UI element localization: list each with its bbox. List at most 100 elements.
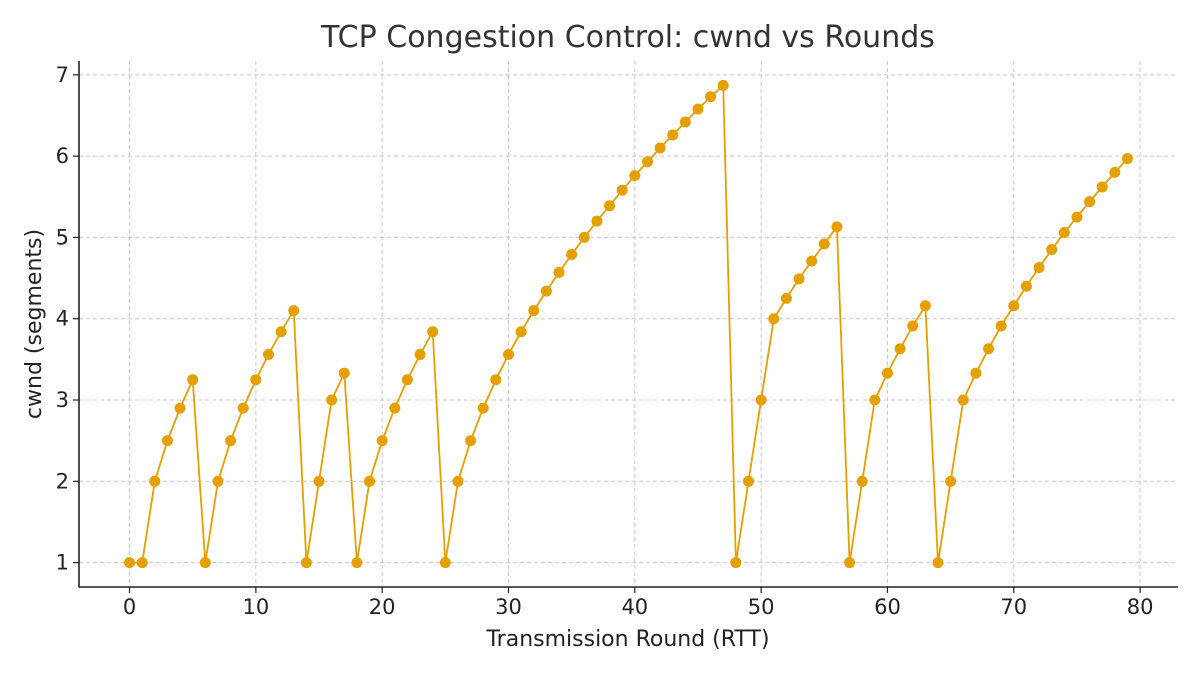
data-point <box>414 348 426 360</box>
data-point <box>717 79 729 91</box>
x-tick-label: 80 <box>1127 595 1154 619</box>
data-point <box>300 557 312 569</box>
data-point <box>755 394 767 406</box>
data-point <box>477 402 489 414</box>
data-point <box>831 221 843 233</box>
data-point <box>907 320 919 332</box>
data-point <box>945 475 957 487</box>
data-point <box>818 238 830 250</box>
data-point <box>401 374 413 386</box>
data-point <box>250 374 262 386</box>
data-point <box>452 475 464 487</box>
data-point <box>983 343 995 355</box>
data-point <box>1121 153 1133 165</box>
data-point <box>313 475 325 487</box>
data-point <box>326 394 338 406</box>
data-point <box>793 273 805 285</box>
data-point <box>288 305 300 317</box>
data-point <box>578 231 590 243</box>
data-point <box>806 255 818 267</box>
data-point <box>237 402 249 414</box>
data-point <box>275 326 287 338</box>
data-point <box>161 435 173 447</box>
data-point <box>225 435 237 447</box>
data-point <box>780 292 792 304</box>
data-point <box>730 557 742 569</box>
data-point <box>856 475 868 487</box>
data-point <box>174 402 186 414</box>
data-point <box>490 374 502 386</box>
data-point <box>566 248 578 260</box>
x-tick-label: 0 <box>123 595 136 619</box>
data-point <box>427 326 439 338</box>
data-point <box>995 320 1007 332</box>
data-point <box>881 367 893 379</box>
data-point <box>1058 227 1070 239</box>
data-point <box>376 435 388 447</box>
data-point <box>743 475 755 487</box>
data-point <box>869 394 881 406</box>
data-point <box>629 170 641 182</box>
y-tick-label: 3 <box>56 388 69 412</box>
data-point <box>187 374 199 386</box>
series-cwnd <box>124 79 1133 569</box>
x-tick-label: 70 <box>1000 595 1027 619</box>
y-tick-label: 6 <box>56 144 69 168</box>
x-tick-label: 30 <box>495 595 522 619</box>
data-point <box>641 156 653 168</box>
data-point <box>705 91 717 103</box>
data-point <box>364 475 376 487</box>
data-point <box>604 200 616 212</box>
data-point <box>199 557 211 569</box>
y-tick-label: 4 <box>56 307 69 331</box>
grid <box>79 61 1178 587</box>
x-axis-label: Transmission Round (RTT) <box>485 627 769 652</box>
data-point <box>1008 300 1020 312</box>
data-point <box>591 215 603 227</box>
data-point <box>667 129 679 141</box>
data-point <box>970 367 982 379</box>
x-tick-label: 50 <box>748 595 775 619</box>
x-tick-label: 10 <box>242 595 269 619</box>
data-point <box>1033 261 1045 273</box>
data-point <box>844 557 856 569</box>
data-point <box>338 367 350 379</box>
data-point <box>439 557 451 569</box>
data-point <box>124 557 136 569</box>
data-point <box>1020 280 1032 292</box>
y-tick-label: 2 <box>56 469 69 493</box>
data-point <box>465 435 477 447</box>
data-point <box>1096 181 1108 193</box>
data-point <box>1071 211 1083 223</box>
y-tick-label: 7 <box>56 63 69 87</box>
data-point <box>262 348 274 360</box>
data-point <box>894 343 906 355</box>
data-point <box>919 300 931 312</box>
x-tick-label: 20 <box>369 595 396 619</box>
data-point <box>679 116 691 128</box>
data-point <box>136 557 148 569</box>
data-point <box>212 475 224 487</box>
data-point <box>502 348 514 360</box>
data-point <box>1109 166 1121 178</box>
data-point <box>351 557 363 569</box>
y-tick-label: 5 <box>56 225 69 249</box>
data-point <box>389 402 401 414</box>
x-tick-label: 40 <box>621 595 648 619</box>
ticks: 0 10 20 30 40 50 60 70 80 1 2 3 4 5 6 7 <box>56 63 1154 619</box>
data-point <box>654 142 666 154</box>
data-point <box>1046 244 1058 256</box>
axes <box>78 61 1178 588</box>
data-point <box>768 313 780 325</box>
y-axis-label: cwnd (segments) <box>22 229 47 419</box>
series-line <box>129 83 1129 564</box>
data-point <box>528 305 540 317</box>
data-point <box>540 285 552 297</box>
x-tick-label: 60 <box>874 595 901 619</box>
data-point <box>1084 196 1096 208</box>
data-point <box>932 557 944 569</box>
data-point <box>692 103 704 115</box>
chart-title: TCP Congestion Control: cwnd vs Rounds <box>320 20 935 55</box>
data-point <box>957 394 969 406</box>
